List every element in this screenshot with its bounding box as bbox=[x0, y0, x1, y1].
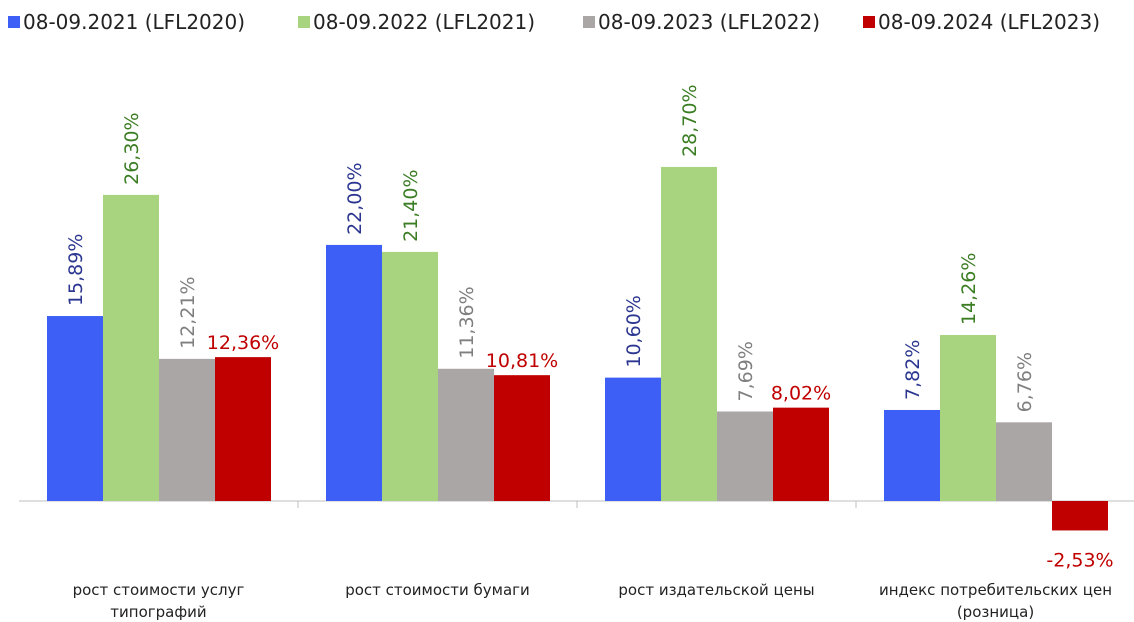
bar bbox=[661, 166, 717, 501]
bar bbox=[159, 358, 215, 501]
bar bbox=[940, 335, 996, 501]
legend-label: 08-09.2021 (LFL2020) bbox=[23, 10, 245, 34]
bar bbox=[717, 411, 773, 501]
bar bbox=[605, 377, 661, 501]
data-label: 15,89% bbox=[65, 234, 87, 306]
bar bbox=[326, 244, 382, 502]
data-label: 21,40% bbox=[400, 169, 422, 241]
x-tick-label: рост стоимости бумаги bbox=[345, 581, 530, 599]
bar bbox=[494, 375, 550, 501]
bar bbox=[438, 368, 494, 501]
legend-label: 08-09.2022 (LFL2021) bbox=[313, 10, 535, 34]
legend-swatch bbox=[583, 16, 595, 28]
bar bbox=[773, 407, 829, 501]
bar bbox=[884, 409, 940, 501]
data-label: 7,69% bbox=[735, 341, 757, 401]
data-label: 10,60% bbox=[623, 295, 645, 367]
data-label: 22,00% bbox=[344, 162, 366, 234]
data-label: 14,26% bbox=[958, 253, 980, 325]
bar bbox=[382, 251, 438, 501]
legend-swatch bbox=[863, 16, 875, 28]
legend-swatch bbox=[298, 16, 310, 28]
data-label: 12,21% bbox=[177, 276, 199, 348]
data-label: 11,36% bbox=[456, 286, 478, 358]
bar bbox=[47, 316, 103, 501]
bar bbox=[215, 357, 271, 501]
legend-label: 08-09.2023 (LFL2022) bbox=[598, 10, 820, 34]
data-label: 8,02% bbox=[771, 383, 831, 405]
data-label: 28,70% bbox=[679, 84, 701, 156]
data-label: 6,76% bbox=[1014, 352, 1036, 412]
x-tick-label: индекс потребительских цен (розница) bbox=[878, 581, 1113, 621]
bar bbox=[996, 422, 1052, 501]
bar bbox=[1052, 501, 1108, 531]
bar bbox=[103, 194, 159, 502]
data-label: 10,81% bbox=[486, 350, 558, 372]
data-label: 12,36% bbox=[207, 332, 279, 354]
data-label: 26,30% bbox=[121, 112, 143, 184]
data-label: -2,53% bbox=[1046, 549, 1113, 571]
legend-label: 08-09.2024 (LFL2023) bbox=[878, 10, 1100, 34]
x-tick-label: рост издательской цены bbox=[618, 581, 815, 599]
data-label: 7,82% bbox=[902, 340, 924, 400]
legend-swatch bbox=[8, 16, 20, 28]
x-tick-label: рост стоимости услуг типографий bbox=[72, 581, 245, 621]
